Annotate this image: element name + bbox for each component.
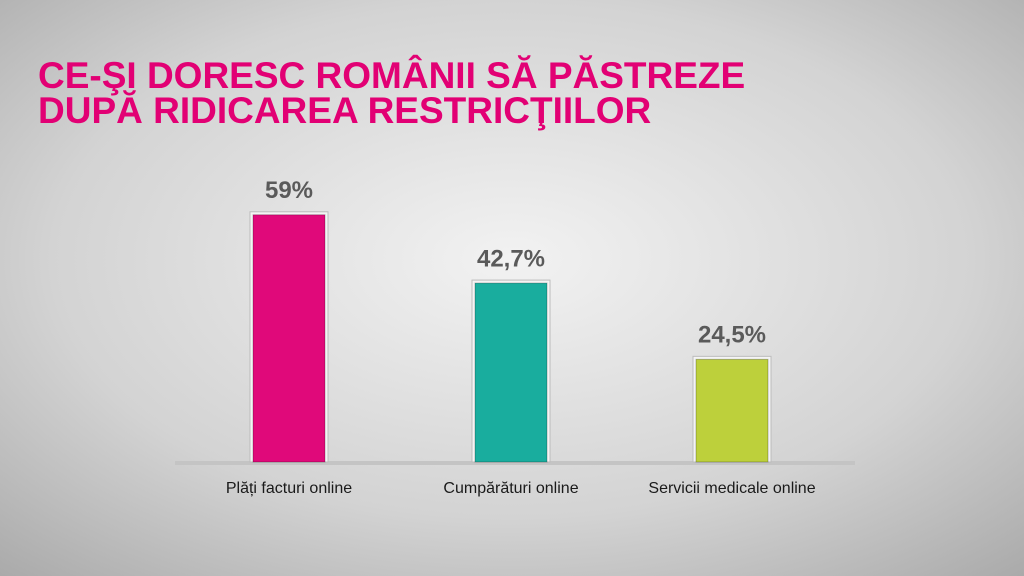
x-tick-label: Servicii medicale online	[648, 480, 815, 497]
x-tick-label: Plăți facturi online	[226, 480, 352, 497]
x-tick-label: Cumpărături online	[443, 480, 578, 497]
chart-title: DUPĂ RIDICAREA RESTRICŢIILOR	[38, 90, 651, 131]
baseline	[175, 461, 855, 465]
bar	[474, 282, 548, 463]
value-label: 24,5%	[698, 322, 766, 349]
value-label: 59%	[265, 177, 313, 204]
bar	[695, 358, 769, 463]
value-label: 42,7%	[477, 245, 545, 272]
chart-title: CE-ŞI DORESC ROMÂNII SĂ PĂSTREZE	[38, 54, 745, 96]
bar	[252, 214, 326, 463]
